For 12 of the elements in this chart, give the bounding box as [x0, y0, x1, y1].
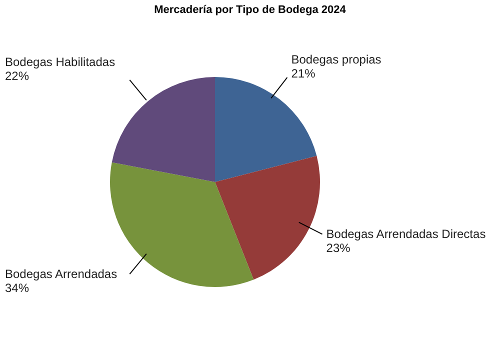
- slice-label: Bodegas propias: [291, 52, 382, 66]
- data-label: 22%: [5, 68, 30, 83]
- data-label: 23%: [326, 241, 351, 256]
- pie-slice: [215, 77, 317, 182]
- chart-title: Mercadería por Tipo de Bodega 2024: [153, 4, 347, 16]
- slice-label: Bodegas Arrendadas Directas: [326, 227, 486, 242]
- data-label: 34%: [5, 281, 30, 296]
- pie-slice: [112, 77, 215, 182]
- pie-slice: [215, 156, 320, 280]
- slice-label: Bodegas Habilitadas: [5, 54, 116, 69]
- slice-label: Bodegas Arrendadas: [5, 267, 118, 282]
- data-label: 21%: [291, 66, 316, 80]
